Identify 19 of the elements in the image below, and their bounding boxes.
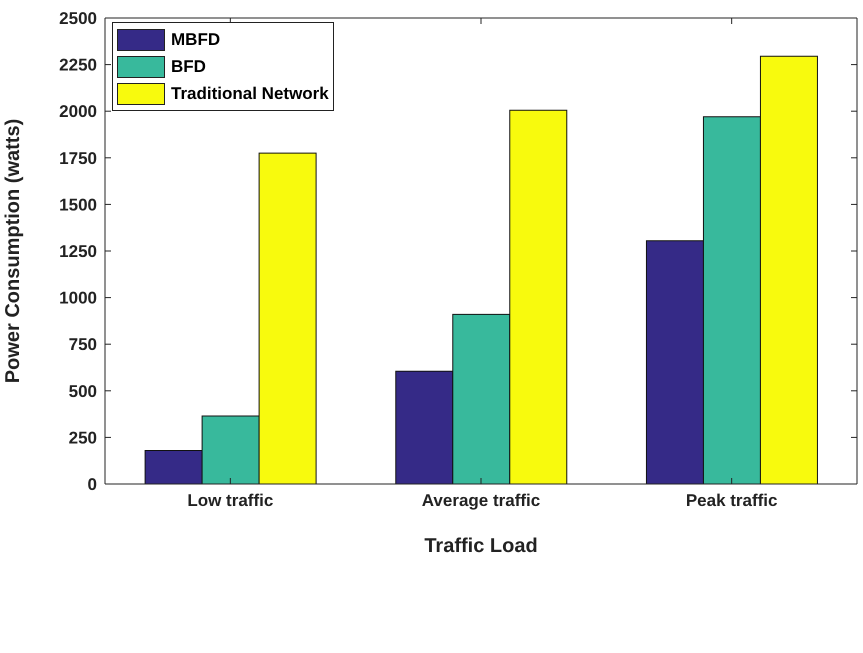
legend-label: MBFD bbox=[171, 30, 220, 50]
y-axis-title: Power Consumption (watts) bbox=[2, 118, 24, 384]
y-tick-label: 1750 bbox=[59, 148, 97, 168]
y-tick-label: 1000 bbox=[59, 288, 97, 308]
y-tick-label: 1500 bbox=[59, 195, 97, 214]
y-tick-label: 500 bbox=[68, 382, 97, 401]
legend-label: BFD bbox=[171, 56, 206, 76]
y-tick-label: 2500 bbox=[59, 9, 97, 28]
y-tick-label: 1250 bbox=[59, 242, 97, 262]
y-tick-label: 750 bbox=[68, 335, 97, 354]
x-axis-title: Traffic Load bbox=[424, 535, 538, 557]
legend-label: Traditional Network bbox=[171, 84, 329, 104]
x-tick-label: Peak traffic bbox=[686, 491, 778, 510]
x-tick-label: Low traffic bbox=[187, 491, 274, 510]
x-tick-label: Average traffic bbox=[422, 491, 540, 510]
y-tick-label: 2250 bbox=[59, 56, 97, 75]
y-tick-label: 0 bbox=[88, 475, 97, 494]
y-tick-label: 2000 bbox=[59, 102, 97, 122]
y-tick-label: 250 bbox=[68, 428, 97, 448]
